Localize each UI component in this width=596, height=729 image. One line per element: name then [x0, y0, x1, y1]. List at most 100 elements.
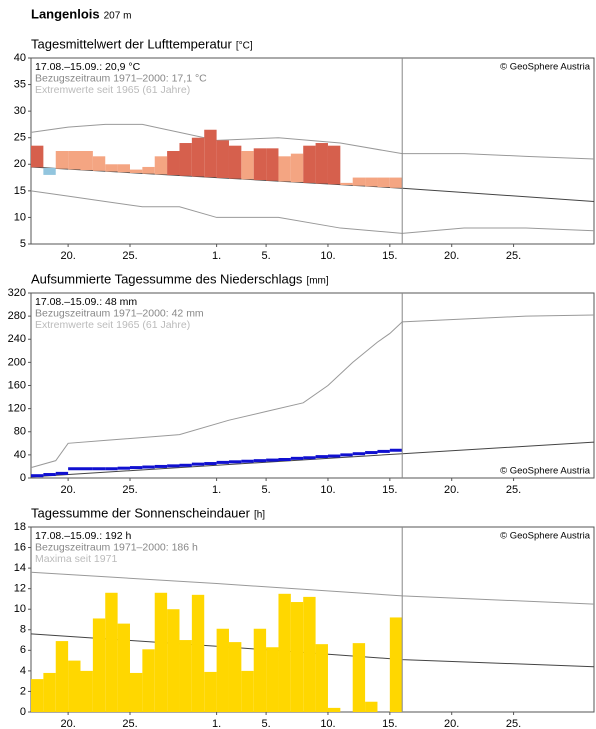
- precipitation-step: [352, 452, 366, 456]
- sunshine-bar: [253, 628, 267, 712]
- precipitation-step: [167, 464, 180, 468]
- temperature-bar: [327, 145, 341, 185]
- temperature-bar: [154, 156, 168, 175]
- y-tick-label: 160: [8, 379, 26, 391]
- x-tick-label: 5.: [262, 718, 271, 729]
- sunshine-bar: [278, 593, 291, 712]
- sunshine-bar: [105, 592, 118, 712]
- temperature-bar: [179, 143, 192, 176]
- temperature-bar: [228, 145, 242, 179]
- sunshine-bar: [179, 640, 192, 712]
- precipitation-step: [142, 465, 155, 469]
- y-tick-label: 40: [14, 449, 26, 461]
- sunshine-bar: [290, 602, 304, 712]
- temperature-bar: [315, 143, 328, 184]
- note: Bezugszeitraum 1971–2000: 42 mm: [35, 307, 204, 319]
- sunshine-bar: [241, 670, 254, 712]
- note: Bezugszeitraum 1971–2000: 17,1 °C: [35, 72, 207, 84]
- temperature-bar: [142, 166, 155, 174]
- source: © GeoSphere Austria: [500, 62, 591, 73]
- sunshine-bar: [389, 617, 403, 712]
- x-tick-label: 15.: [382, 484, 397, 496]
- x-tick-label: 20.: [444, 250, 459, 262]
- y-tick-label: 80: [14, 426, 26, 438]
- precipitation-step: [204, 462, 217, 466]
- temperature-bar: [241, 151, 254, 180]
- y-tick-label: 200: [8, 356, 26, 368]
- precipitation-step: [55, 471, 69, 475]
- temperature-bar: [290, 153, 304, 183]
- x-tick-label: 5.: [262, 484, 271, 496]
- x-tick-label: 20.: [60, 484, 75, 496]
- precipitation-step: [191, 462, 205, 466]
- sunshine-bar: [117, 623, 130, 712]
- y-tick-label: 8: [20, 624, 26, 636]
- x-tick-label: 5.: [262, 250, 271, 262]
- precipitation-step: [68, 467, 81, 471]
- precipitation-step: [117, 466, 130, 470]
- x-tick-label: 20.: [444, 484, 459, 496]
- sunshine-bar: [365, 701, 378, 712]
- temperature-bar: [43, 168, 56, 175]
- temperature-bar: [352, 177, 366, 186]
- sunshine-bar: [55, 641, 69, 712]
- precipitation-step: [228, 460, 242, 464]
- reference-line: [30, 190, 595, 234]
- y-tick-label: 320: [8, 287, 26, 299]
- precipitation-step: [31, 474, 44, 478]
- y-tick-label: 4: [20, 665, 26, 677]
- temperature-bar: [365, 177, 378, 187]
- source: © GeoSphere Austria: [500, 531, 591, 542]
- precipitation-step: [278, 458, 291, 461]
- temperature-bar: [204, 129, 217, 178]
- precipitation-step: [129, 466, 143, 470]
- temperature-bar: [191, 137, 205, 177]
- temperature-bar: [68, 151, 81, 170]
- x-tick-label: 10.: [320, 484, 335, 496]
- y-tick-label: 10: [14, 211, 26, 223]
- x-tick-label: 20.: [60, 718, 75, 729]
- y-tick-label: 35: [14, 78, 26, 90]
- temperature-bar: [377, 177, 390, 188]
- sunshine-bar: [191, 594, 205, 712]
- sunshine-bar: [43, 672, 56, 712]
- reference-line: [30, 571, 595, 605]
- sunshine-bar: [129, 672, 143, 712]
- sunshine-bar: [216, 628, 229, 712]
- y-tick-label: 0: [20, 472, 26, 484]
- y-tick-label: 15: [14, 185, 26, 197]
- y-tick-label: 5: [20, 238, 26, 250]
- sunshine-bar: [68, 660, 81, 712]
- note: 17.08.–15.09.: 20,9 °C: [35, 61, 141, 73]
- source: © GeoSphere Austria: [500, 466, 591, 477]
- y-tick-label: 14: [14, 562, 26, 574]
- temperature-bar: [389, 177, 403, 188]
- precipitation-step: [266, 458, 279, 462]
- y-tick-label: 25: [14, 132, 26, 144]
- y-tick-label: 12: [14, 583, 26, 595]
- temperature-bar: [80, 151, 93, 171]
- temperature-bar: [278, 156, 291, 182]
- temperature-bar: [105, 164, 118, 172]
- sunshine-bar: [327, 707, 341, 712]
- chart-title: Tagesmittelwert der Lufttemperatur: [31, 36, 233, 51]
- sunshine-bar: [31, 679, 44, 712]
- reference-line: [30, 314, 595, 469]
- y-tick-label: 16: [14, 541, 26, 553]
- sunshine-bar: [315, 644, 328, 712]
- note: Extremwerte seit 1965 (61 Jahre): [35, 84, 190, 96]
- chart-unit: [°C]: [236, 41, 253, 52]
- chart-title: Tagessumme der Sonnenscheindauer: [31, 505, 251, 520]
- precipitation-step: [43, 473, 56, 477]
- x-tick-label: 1.: [212, 250, 221, 262]
- x-tick-label: 10.: [320, 250, 335, 262]
- x-tick-label: 1.: [212, 718, 221, 729]
- reference-line: [30, 123, 595, 160]
- temperature-bar: [253, 148, 267, 181]
- precipitation-step: [303, 456, 316, 460]
- chart-unit: [mm]: [306, 276, 328, 287]
- x-tick-label: 25.: [506, 484, 521, 496]
- sunshine-bar: [266, 647, 279, 712]
- station-name: Langenlois: [31, 6, 100, 21]
